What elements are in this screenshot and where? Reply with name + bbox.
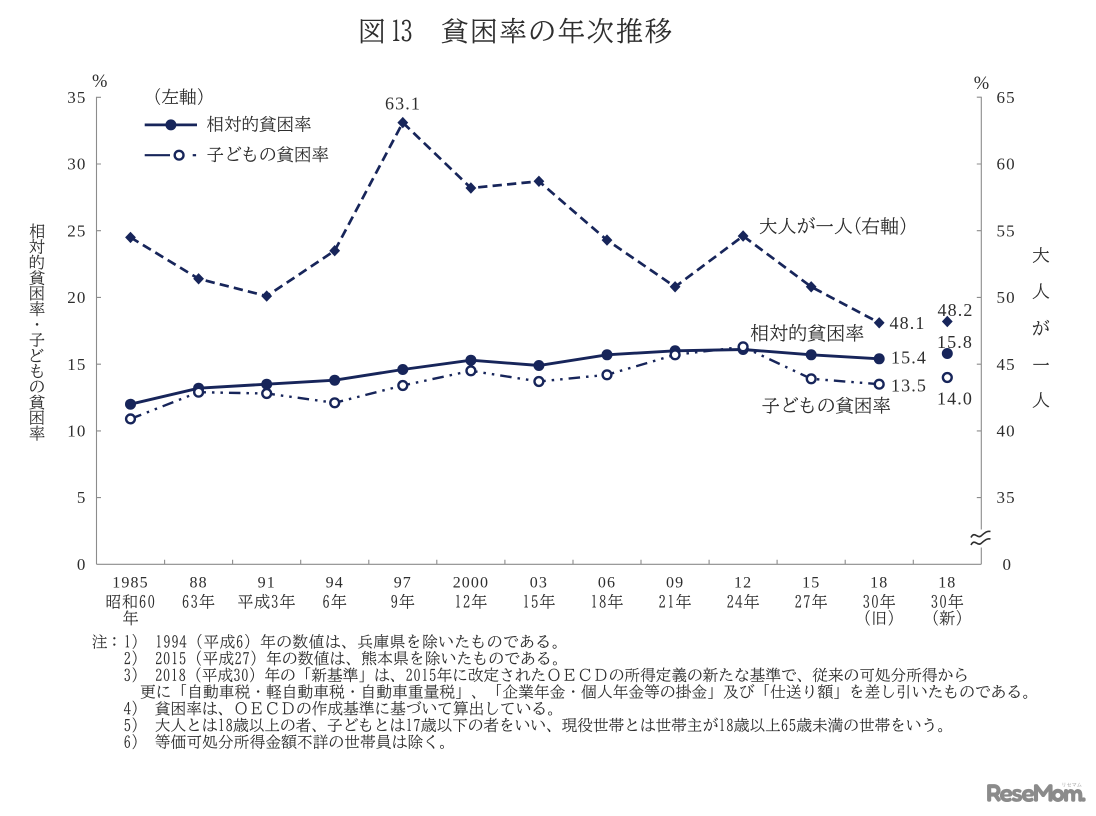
svg-text:97: 97 <box>394 575 412 592</box>
svg-text:0: 0 <box>1003 555 1013 574</box>
svg-text:20: 20 <box>67 288 86 307</box>
svg-text:25: 25 <box>67 221 86 240</box>
svg-text:06: 06 <box>598 575 616 592</box>
svg-text:1985: 1985 <box>112 575 148 592</box>
svg-text:2000: 2000 <box>453 575 489 592</box>
svg-text:0: 0 <box>77 555 87 574</box>
svg-text:15: 15 <box>802 575 820 592</box>
svg-text:15: 15 <box>67 355 86 374</box>
svg-text:5: 5 <box>77 488 87 507</box>
svg-text:48.2: 48.2 <box>937 300 973 320</box>
svg-text:13.5: 13.5 <box>891 375 927 395</box>
svg-text:18: 18 <box>870 575 888 592</box>
svg-text:14.0: 14.0 <box>937 388 973 408</box>
svg-text:55: 55 <box>997 221 1016 240</box>
svg-text:35: 35 <box>67 88 86 107</box>
svg-text:15.4: 15.4 <box>891 348 927 368</box>
svg-text:94: 94 <box>326 575 344 592</box>
svg-text:12: 12 <box>734 575 752 592</box>
svg-text:91: 91 <box>258 575 276 592</box>
svg-text:63.1: 63.1 <box>385 94 421 114</box>
svg-text:%: % <box>92 72 107 92</box>
svg-text:35: 35 <box>997 488 1016 507</box>
svg-text:45: 45 <box>997 355 1016 374</box>
svg-text:18: 18 <box>938 575 956 592</box>
svg-text:65: 65 <box>997 88 1016 107</box>
svg-text:40: 40 <box>997 422 1016 441</box>
svg-text:%: % <box>974 74 989 94</box>
svg-text:10: 10 <box>67 422 86 441</box>
svg-text:09: 09 <box>666 575 684 592</box>
svg-text:30: 30 <box>67 155 86 174</box>
svg-text:60: 60 <box>997 155 1016 174</box>
svg-text:88: 88 <box>189 575 207 592</box>
svg-text:03: 03 <box>530 575 548 592</box>
svg-text:15.8: 15.8 <box>937 332 973 352</box>
svg-text:50: 50 <box>997 288 1016 307</box>
svg-text:48.1: 48.1 <box>889 313 925 333</box>
